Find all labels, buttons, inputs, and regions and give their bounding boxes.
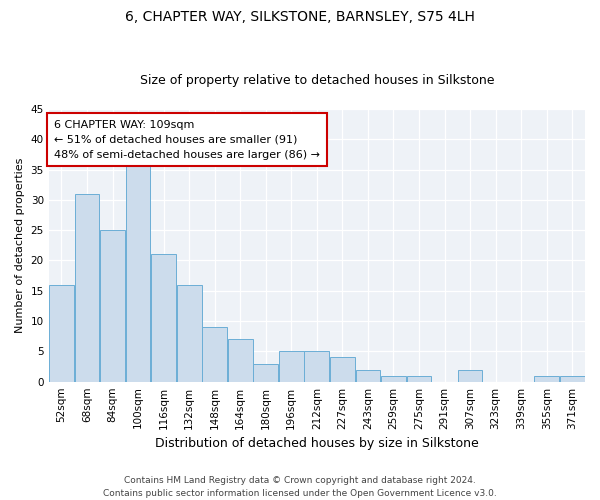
Bar xyxy=(151,254,176,382)
Bar xyxy=(381,376,406,382)
Text: 6, CHAPTER WAY, SILKSTONE, BARNSLEY, S75 4LH: 6, CHAPTER WAY, SILKSTONE, BARNSLEY, S75… xyxy=(125,10,475,24)
Bar xyxy=(100,230,125,382)
X-axis label: Distribution of detached houses by size in Silkstone: Distribution of detached houses by size … xyxy=(155,437,479,450)
Bar xyxy=(330,358,355,382)
Y-axis label: Number of detached properties: Number of detached properties xyxy=(15,158,25,333)
Title: Size of property relative to detached houses in Silkstone: Size of property relative to detached ho… xyxy=(140,74,494,87)
Bar xyxy=(202,327,227,382)
Bar xyxy=(125,164,151,382)
Bar xyxy=(356,370,380,382)
Text: 6 CHAPTER WAY: 109sqm
← 51% of detached houses are smaller (91)
48% of semi-deta: 6 CHAPTER WAY: 109sqm ← 51% of detached … xyxy=(54,120,320,160)
Bar xyxy=(304,352,329,382)
Bar xyxy=(253,364,278,382)
Bar xyxy=(177,284,202,382)
Text: Contains HM Land Registry data © Crown copyright and database right 2024.
Contai: Contains HM Land Registry data © Crown c… xyxy=(103,476,497,498)
Bar xyxy=(560,376,584,382)
Bar xyxy=(49,284,74,382)
Bar xyxy=(458,370,482,382)
Bar xyxy=(279,352,304,382)
Bar xyxy=(228,340,253,382)
Bar xyxy=(535,376,559,382)
Bar xyxy=(74,194,100,382)
Bar xyxy=(407,376,431,382)
